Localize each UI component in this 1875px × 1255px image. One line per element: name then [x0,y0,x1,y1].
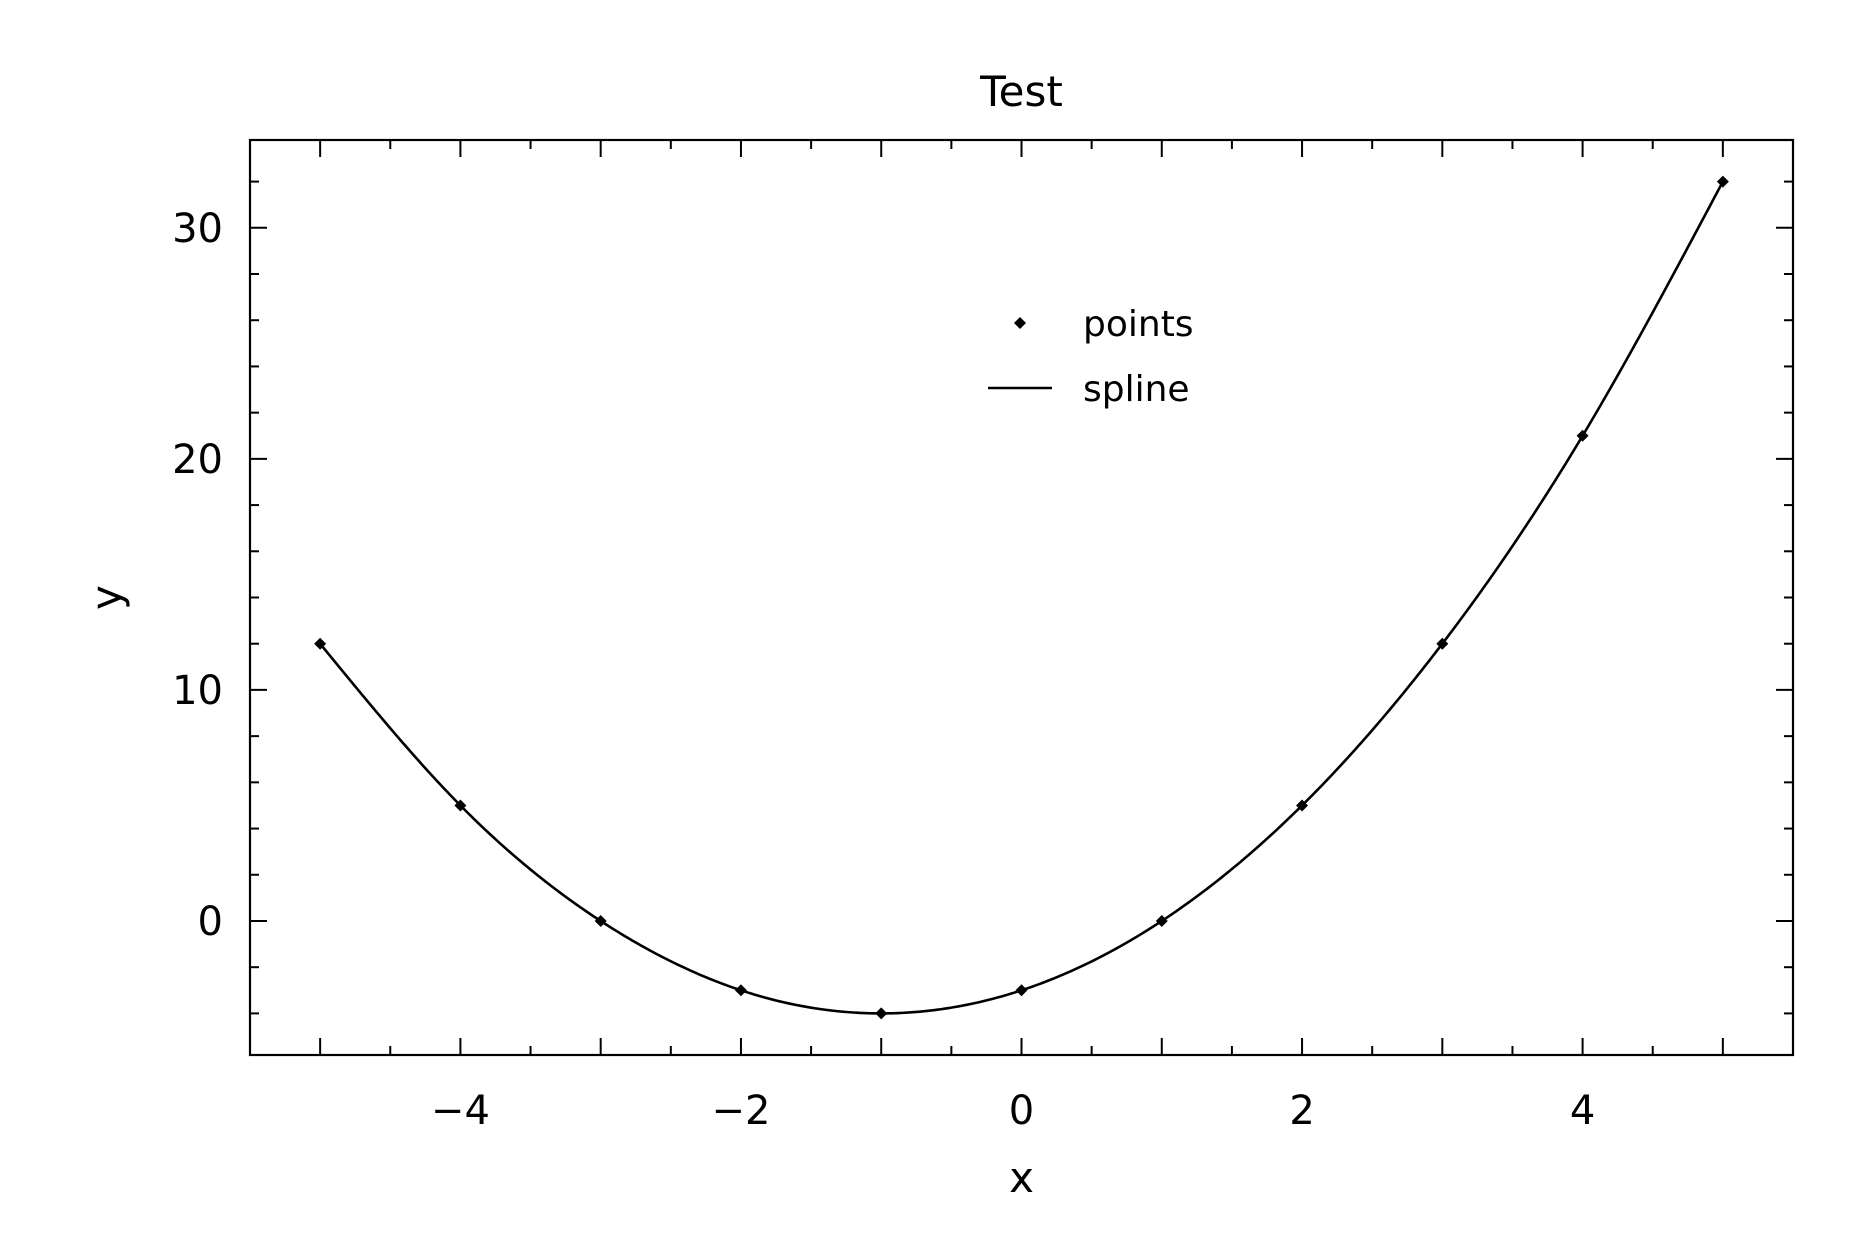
x-tick-label: 0 [1009,1088,1034,1134]
plot-frame [248,138,1795,1057]
y-tick-label: 20 [172,437,223,483]
y-tick-label: 0 [198,899,223,945]
data-point [1576,429,1589,442]
data-point [454,799,467,812]
y-axis-title: y [82,585,131,610]
data-point [1716,175,1729,188]
x-tick-label: 4 [1570,1088,1595,1134]
data-point [1015,984,1028,997]
x-tick-label: 2 [1289,1088,1314,1134]
data-point [1296,799,1309,812]
data-point [875,1007,888,1020]
x-axis-title: x [1009,1153,1034,1202]
data-point [734,984,747,997]
chart-title: Test [979,67,1063,116]
data-point [314,637,327,650]
legend-marker-points [1014,317,1026,329]
data-point [594,914,607,927]
data-point [1155,914,1168,927]
legend-label-points: points [1083,304,1194,345]
legend-label-spline: spline [1083,369,1190,410]
data-point [1436,637,1449,650]
y-tick-label: 10 [172,668,223,714]
series-line-spline [319,180,1725,1015]
x-tick-label: −2 [711,1088,770,1134]
y-tick-label: 30 [172,206,223,252]
x-tick-label: −4 [431,1088,490,1134]
